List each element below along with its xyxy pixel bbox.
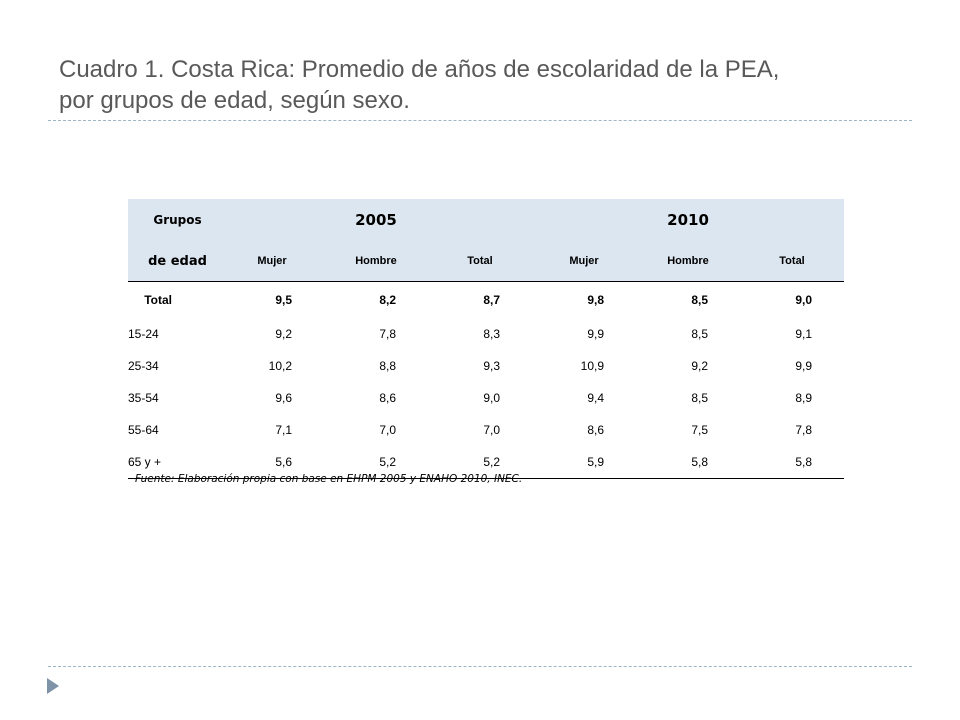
table-cell: 5,8 — [740, 446, 845, 479]
table-row: 65 y + 5,6 5,2 5,2 5,9 5,8 5,8 — [128, 446, 845, 479]
header-year-2005: 2005 — [220, 199, 533, 241]
table-cell: 5,2 — [428, 446, 533, 479]
table-cell: 10,9 — [580, 359, 605, 373]
table-cell: 8,5 — [691, 293, 709, 307]
table-row-total: Total 9,5 8,2 8,7 9,8 8,5 9,0 — [128, 282, 844, 319]
row-label: 65 y + — [128, 446, 220, 479]
table-cell: 8,3 — [483, 327, 501, 341]
bottom-divider — [48, 666, 912, 667]
subheader-total-2010: Total — [740, 241, 845, 282]
subheader-total-2005: Total — [428, 241, 533, 282]
table-row: 55-64 7,1 7,0 7,0 8,6 7,5 7,8 — [128, 414, 844, 446]
table-cell: 5,6 — [220, 446, 324, 479]
table-cell: 9,8 — [587, 293, 605, 307]
slide-title-line-1: Cuadro 1. Costa Rica: Promedio de años d… — [59, 56, 780, 83]
table-cell: 8,2 — [379, 293, 396, 307]
header-row-years: Grupos 2005 2010 — [128, 199, 845, 241]
table-row: 15-24 9,2 7,8 8,3 9,9 8,5 9,1 — [128, 318, 844, 350]
table-row: 35-54 9,6 8,6 9,0 9,4 8,5 8,9 — [128, 382, 844, 414]
table-row: 25-34 10,2 8,8 9,3 10,9 9,2 9,9 — [128, 350, 844, 382]
table-cell: 5,2 — [324, 446, 428, 479]
table-cell: 7,0 — [483, 423, 501, 437]
row-label: 35-54 — [128, 391, 159, 405]
table-cell: 9,0 — [483, 391, 501, 405]
table-cell: 9,1 — [795, 327, 813, 341]
subheader-mujer-2005: Mujer — [220, 241, 324, 282]
table-cell: 9,9 — [795, 359, 813, 373]
slide-title-line-2: por grupos de edad, según sexo. — [59, 87, 410, 114]
table-cell: 9,3 — [483, 359, 501, 373]
table-cell: 10,2 — [268, 359, 292, 373]
table-cell: 8,5 — [691, 327, 709, 341]
slide-title: Cuadro 1. Costa Rica: Promedio de años d… — [59, 54, 919, 116]
table-cell: 9,0 — [795, 293, 813, 307]
table-cell: 7,8 — [379, 327, 396, 341]
table-cell: 9,6 — [275, 391, 292, 405]
table-cell: 7,5 — [691, 423, 709, 437]
table-cell: 5,8 — [636, 446, 741, 479]
table-cell: 8,9 — [795, 391, 813, 405]
table-cell: 8,6 — [379, 391, 396, 405]
triangle-right-icon — [47, 678, 59, 694]
row-label: Total — [144, 293, 172, 307]
header-row-sex: de edad Mujer Hombre Total Mujer Hombre … — [128, 241, 845, 282]
header-year-2010: 2010 — [532, 199, 845, 241]
top-divider — [48, 120, 912, 121]
subheader-hombre-2005: Hombre — [324, 241, 428, 282]
subheader-mujer-2010: Mujer — [532, 241, 637, 282]
table-cell: 9,5 — [275, 293, 292, 307]
row-label: 55-64 — [128, 423, 159, 437]
header-grupos: Grupos — [128, 199, 220, 241]
subheader-hombre-2010: Hombre — [636, 241, 741, 282]
schooling-table: Grupos 2005 2010 de edad Mujer Hombre To… — [128, 199, 845, 479]
row-label: 15-24 — [128, 327, 159, 341]
header-de-edad: de edad — [128, 241, 220, 282]
table-cell: 7,8 — [795, 423, 813, 437]
table-cell: 9,4 — [587, 391, 605, 405]
table-cell: 8,7 — [483, 293, 501, 307]
table-cell: 7,0 — [379, 423, 396, 437]
table-cell: 5,9 — [532, 446, 637, 479]
table-cell: 9,2 — [691, 359, 709, 373]
source-note: Fuente: Elaboración propia con base en E… — [135, 473, 523, 485]
table-cell: 8,8 — [379, 359, 396, 373]
table-cell: 9,2 — [275, 327, 292, 341]
table-cell: 7,1 — [275, 423, 292, 437]
row-label: 25-34 — [128, 359, 159, 373]
table-cell: 9,9 — [587, 327, 605, 341]
table-cell: 8,6 — [587, 423, 605, 437]
table-cell: 8,5 — [691, 391, 709, 405]
